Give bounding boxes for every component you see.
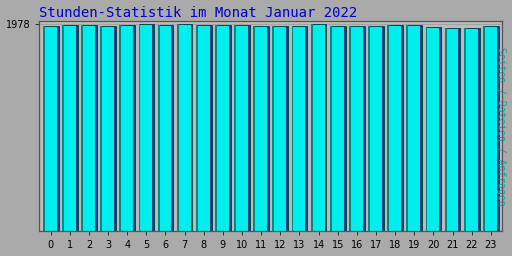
Bar — [177, 24, 179, 231]
Bar — [330, 26, 346, 231]
Bar — [43, 26, 58, 231]
Bar — [407, 25, 422, 231]
Bar — [458, 28, 460, 231]
Bar — [387, 25, 389, 231]
Bar — [100, 26, 102, 231]
Bar — [330, 26, 332, 231]
Bar — [158, 25, 160, 231]
Bar — [229, 25, 231, 231]
Bar — [306, 26, 307, 231]
Bar — [267, 26, 269, 231]
Bar — [272, 26, 288, 231]
Bar — [57, 26, 58, 231]
Bar — [464, 28, 466, 231]
Bar — [292, 26, 307, 231]
Bar — [62, 25, 78, 231]
Bar — [311, 24, 327, 231]
Bar — [81, 25, 83, 231]
Bar — [311, 24, 313, 231]
Bar — [215, 25, 231, 231]
Bar — [139, 24, 140, 231]
Bar — [349, 26, 365, 231]
Bar — [387, 25, 403, 231]
Bar — [272, 26, 274, 231]
Bar — [81, 25, 97, 231]
Y-axis label: Seiten / Dateien / Anfragen: Seiten / Dateien / Anfragen — [497, 47, 506, 205]
Bar — [95, 25, 97, 231]
Bar — [119, 25, 121, 231]
Bar — [483, 26, 485, 231]
Bar — [349, 26, 351, 231]
Bar — [158, 25, 174, 231]
Bar — [215, 25, 217, 231]
Bar — [401, 25, 403, 231]
Bar — [234, 25, 250, 231]
Bar — [363, 26, 365, 231]
Bar — [407, 25, 408, 231]
Bar — [439, 27, 441, 231]
Bar — [420, 25, 422, 231]
Bar — [445, 28, 460, 231]
Bar — [253, 26, 255, 231]
Bar — [325, 24, 327, 231]
Bar — [133, 25, 135, 231]
Bar — [286, 26, 288, 231]
Bar — [234, 25, 236, 231]
Bar — [368, 26, 384, 231]
Bar — [478, 28, 480, 231]
Bar — [100, 26, 116, 231]
Bar — [210, 25, 211, 231]
Bar — [292, 26, 293, 231]
Text: Stunden-Statistik im Monat Januar 2022: Stunden-Statistik im Monat Januar 2022 — [39, 6, 357, 19]
Bar — [62, 25, 64, 231]
Bar — [119, 25, 135, 231]
Bar — [464, 28, 480, 231]
Bar — [445, 28, 446, 231]
Bar — [344, 26, 346, 231]
Bar — [190, 24, 193, 231]
Bar — [253, 26, 269, 231]
Bar — [177, 24, 193, 231]
Bar — [368, 26, 370, 231]
Bar — [425, 27, 428, 231]
Bar — [139, 24, 154, 231]
Bar — [43, 26, 45, 231]
Bar — [425, 27, 441, 231]
Bar — [196, 25, 198, 231]
Bar — [382, 26, 384, 231]
Bar — [196, 25, 211, 231]
Bar — [114, 26, 116, 231]
Bar — [483, 26, 499, 231]
Bar — [497, 26, 499, 231]
Bar — [248, 25, 250, 231]
Bar — [153, 24, 154, 231]
Bar — [76, 25, 78, 231]
Bar — [172, 25, 174, 231]
